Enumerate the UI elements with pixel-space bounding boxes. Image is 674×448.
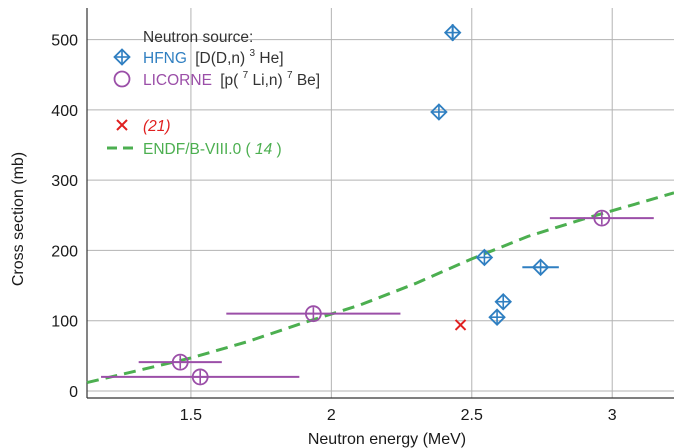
legend-label-licorne: LICORNE [p( 7 Li,n) 7 Be] xyxy=(143,65,320,89)
legend-entry-endf: ENDF/B-VIII.0 ( 14 ) xyxy=(107,141,282,158)
x-tick-label: 1.5 xyxy=(180,407,202,424)
legend-label-endf: ENDF/B-VIII.0 ( 14 ) xyxy=(143,141,282,158)
legend-endf-post: ) xyxy=(277,141,282,158)
x-axis-label: Neutron energy (MeV) xyxy=(308,431,466,448)
legend-licorne-sup1: 7 xyxy=(243,70,249,81)
legend-licorne-sup2: 7 xyxy=(287,70,293,81)
legend-label-hfng: HFNG [D(D,n) 3 He] xyxy=(143,43,284,67)
hfng-point xyxy=(488,308,506,326)
x-tick-label: 3 xyxy=(608,407,617,424)
legend-marker-licorne xyxy=(113,70,131,88)
x-tick-label: 2.5 xyxy=(461,407,483,424)
legend-label-ref21: (21) xyxy=(143,118,171,135)
legend-marker-hfng xyxy=(113,48,131,66)
hfng-point xyxy=(475,248,494,267)
licorne-point xyxy=(593,209,611,227)
y-tick-label: 400 xyxy=(51,103,78,120)
legend-marker-ref21 xyxy=(116,119,128,131)
legend-licorne-pre: [p( xyxy=(220,72,239,89)
hfng-point xyxy=(443,23,462,42)
y-tick-label: 300 xyxy=(51,173,78,190)
y-tick-label: 100 xyxy=(51,314,78,331)
legend-licorne-name: LICORNE xyxy=(143,72,212,89)
legend-hfng-name: HFNG xyxy=(143,50,187,67)
legend-title: Neutron source: xyxy=(143,29,253,46)
licorne-point xyxy=(304,305,322,323)
endf-curve xyxy=(86,191,674,385)
licorne-point xyxy=(171,353,189,371)
data-marks xyxy=(101,23,654,386)
ref21-point xyxy=(454,319,467,331)
axis-labels: Neutron energy (MeV) Cross section (mb) xyxy=(10,152,466,448)
y-tick-label: 500 xyxy=(51,33,78,50)
legend-licorne-mid: Li,n) xyxy=(253,72,283,89)
hfng-point xyxy=(531,258,550,277)
licorne-point xyxy=(191,368,209,386)
hfng-point xyxy=(494,292,513,311)
y-tick-label: 200 xyxy=(51,243,78,260)
legend-endf-pre: ENDF/B-VIII.0 ( xyxy=(143,141,251,158)
legend: Neutron source: HFNG [D(D,n) 3 He] LICOR… xyxy=(107,29,320,158)
legend-diamond-icon xyxy=(113,48,131,66)
legend-licorne-tail: Be] xyxy=(297,72,320,89)
legend-hfng-tail: He] xyxy=(259,50,283,67)
legend-endf-ref: 14 xyxy=(255,141,273,158)
gridlines xyxy=(87,8,674,398)
legend-hfng-reaction: [D(D,n) xyxy=(195,50,245,67)
legend-entry-hfng: HFNG [D(D,n) 3 He] xyxy=(113,43,284,67)
legend-entry-licorne: LICORNE [p( 7 Li,n) 7 Be] xyxy=(113,65,320,89)
legend-cross-icon xyxy=(116,119,128,131)
legend-hfng-sup: 3 xyxy=(250,48,256,59)
legend-entry-ref21: (21) xyxy=(116,118,171,135)
tick-labels: 1.5 2 2.5 3 0 100 200 300 400 500 xyxy=(51,33,616,424)
x-tick-label: 2 xyxy=(327,407,336,424)
endf-curve-layer xyxy=(86,191,674,385)
y-axis-label: Cross section (mb) xyxy=(10,152,27,286)
y-tick-label: 0 xyxy=(69,384,78,401)
hfng-point xyxy=(430,103,448,121)
axes-frame xyxy=(86,8,674,399)
legend-circle-icon xyxy=(113,70,131,88)
